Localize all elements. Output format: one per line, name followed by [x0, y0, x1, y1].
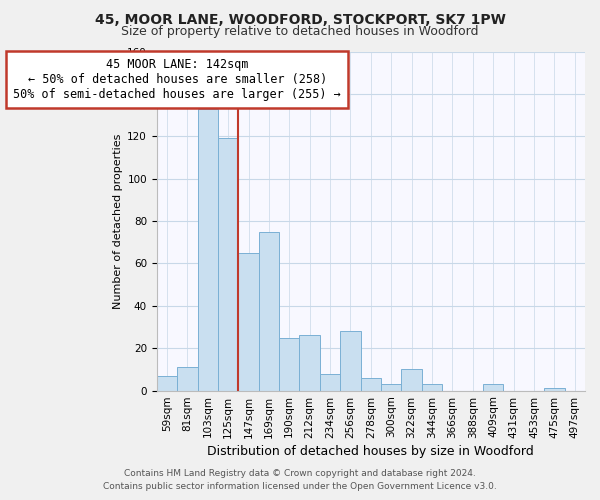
X-axis label: Distribution of detached houses by size in Woodford: Distribution of detached houses by size … [208, 444, 534, 458]
Bar [279, 338, 299, 390]
Text: 45, MOOR LANE, WOODFORD, STOCKPORT, SK7 1PW: 45, MOOR LANE, WOODFORD, STOCKPORT, SK7 … [95, 12, 505, 26]
Text: Size of property relative to detached houses in Woodford: Size of property relative to detached ho… [121, 25, 479, 38]
Bar [259, 232, 279, 390]
Y-axis label: Number of detached properties: Number of detached properties [113, 134, 123, 308]
Bar [299, 336, 320, 390]
Bar [177, 368, 197, 390]
Bar [157, 376, 177, 390]
Bar [361, 378, 381, 390]
Bar [197, 108, 218, 390]
Bar [544, 388, 565, 390]
Bar [218, 138, 238, 390]
Bar [381, 384, 401, 390]
Bar [483, 384, 503, 390]
Bar [320, 374, 340, 390]
Bar [422, 384, 442, 390]
Bar [401, 370, 422, 390]
Text: Contains HM Land Registry data © Crown copyright and database right 2024.
Contai: Contains HM Land Registry data © Crown c… [103, 470, 497, 491]
Bar [238, 253, 259, 390]
Bar [340, 331, 361, 390]
Text: 45 MOOR LANE: 142sqm
← 50% of detached houses are smaller (258)
50% of semi-deta: 45 MOOR LANE: 142sqm ← 50% of detached h… [13, 58, 341, 101]
